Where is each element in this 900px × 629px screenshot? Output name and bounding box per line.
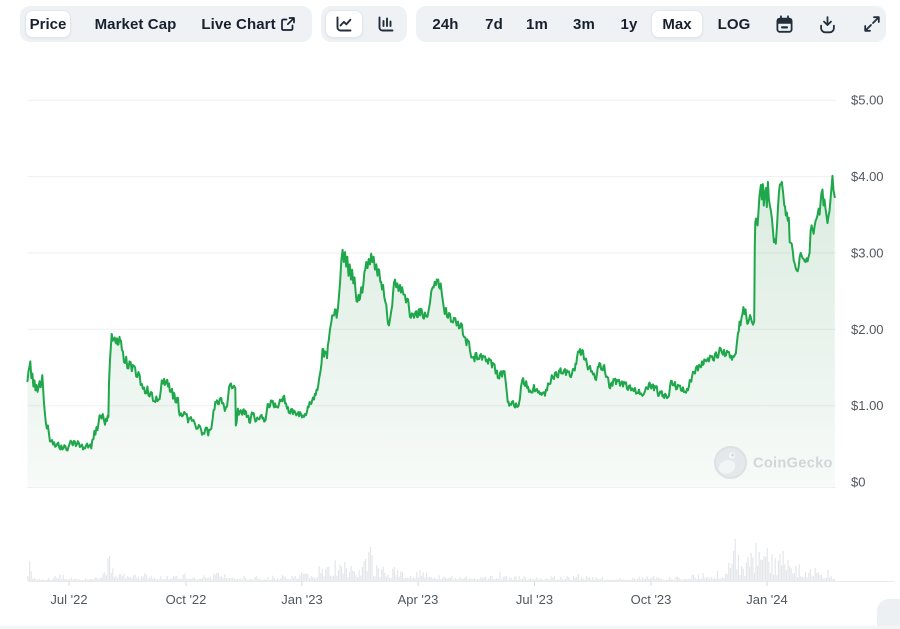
svg-text:$2.00: $2.00	[851, 322, 884, 337]
svg-text:Jul '22: Jul '22	[50, 592, 87, 607]
svg-text:$4.00: $4.00	[851, 169, 884, 184]
svg-text:$0: $0	[851, 475, 865, 490]
svg-text:$5.00: $5.00	[851, 93, 884, 108]
svg-text:Jan '24: Jan '24	[746, 592, 788, 607]
svg-text:Oct '22: Oct '22	[166, 592, 207, 607]
svg-text:Apr '23: Apr '23	[398, 592, 439, 607]
svg-text:Jan '23: Jan '23	[281, 592, 323, 607]
svg-text:$3.00: $3.00	[851, 246, 884, 261]
svg-text:CoinGecko: CoinGecko	[753, 456, 833, 472]
svg-text:$1.00: $1.00	[851, 398, 884, 413]
svg-text:Oct '23: Oct '23	[631, 592, 672, 607]
svg-text:Jul '23: Jul '23	[516, 592, 553, 607]
